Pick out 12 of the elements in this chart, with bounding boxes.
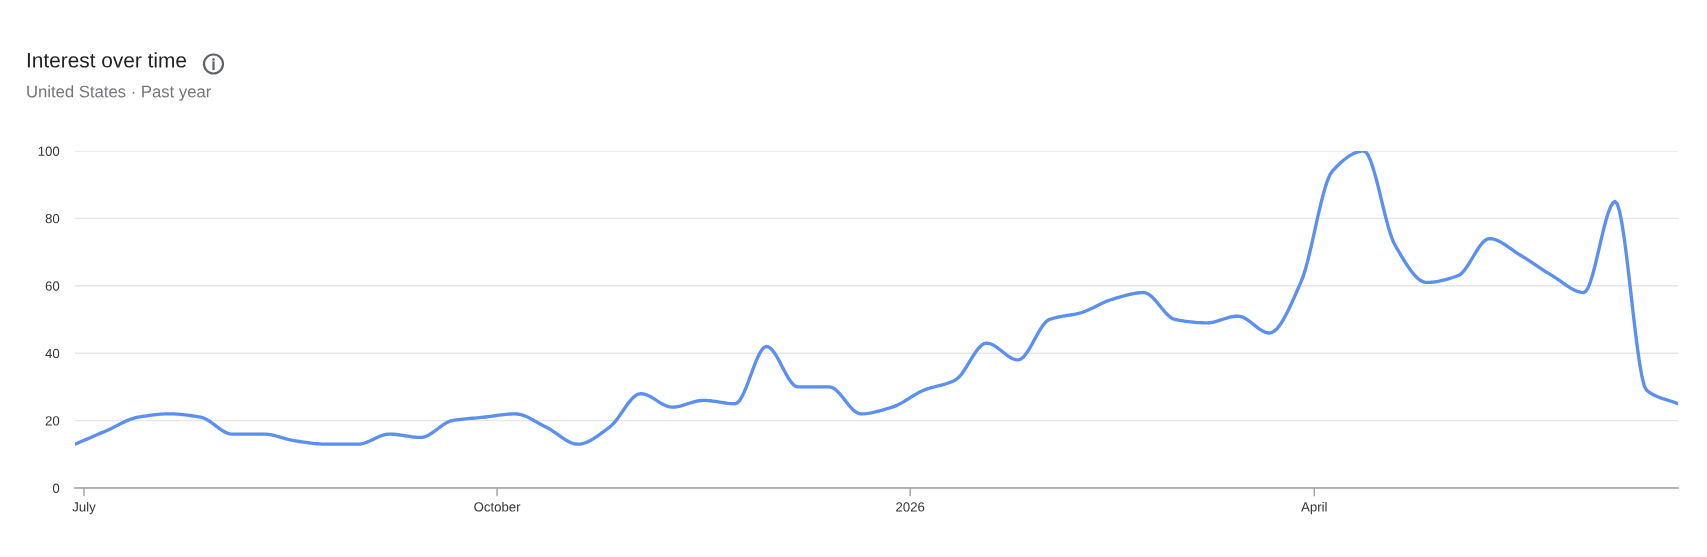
x-tick-label: 2026: [896, 502, 925, 512]
chart-title: Interest over time: [27, 52, 187, 68]
x-tick-label: July: [72, 501, 96, 515]
y-tick-label: 60: [45, 281, 60, 291]
y-tick-label: 80: [45, 213, 60, 224]
y-tick-label: 20: [45, 416, 60, 426]
chart-subtitle: United States · Past year: [27, 85, 211, 101]
y-tick-label: 0: [52, 483, 60, 493]
x-tick-label: October: [474, 501, 521, 512]
y-tick-label: 40: [45, 348, 60, 359]
x-tick-label: April: [1301, 501, 1327, 515]
y-tick-label: 100: [38, 146, 60, 156]
